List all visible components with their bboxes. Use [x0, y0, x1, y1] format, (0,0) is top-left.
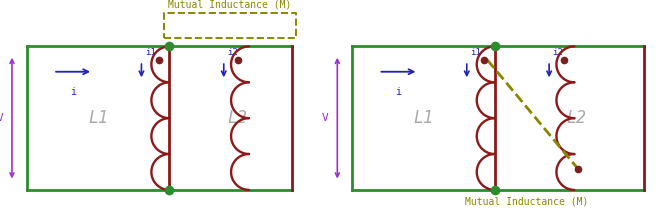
Text: i2: i2 [227, 48, 238, 57]
Text: Mutual Inductance (M): Mutual Inductance (M) [465, 197, 588, 207]
Text: i1: i1 [470, 48, 481, 57]
Text: V: V [322, 113, 329, 123]
Text: L1: L1 [88, 109, 108, 127]
Text: i2: i2 [552, 48, 563, 57]
Text: V: V [0, 113, 3, 123]
Text: L2: L2 [566, 109, 586, 127]
Text: L2: L2 [227, 109, 248, 127]
Text: Mutual Inductance (M): Mutual Inductance (M) [169, 0, 291, 9]
Text: i1: i1 [145, 48, 155, 57]
Text: i: i [396, 87, 401, 96]
Text: L1: L1 [413, 109, 434, 127]
Text: i: i [70, 87, 76, 96]
